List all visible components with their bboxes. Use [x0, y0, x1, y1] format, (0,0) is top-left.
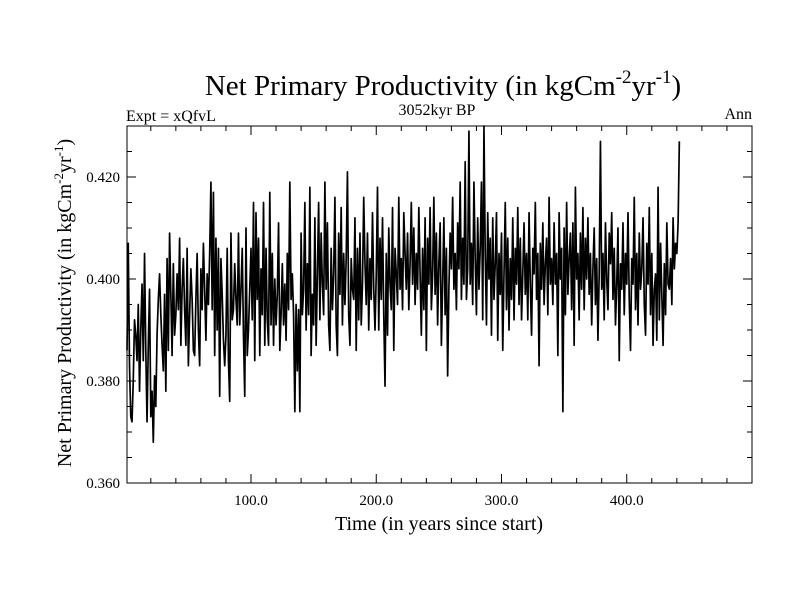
y-axis-label-sup2: -1	[51, 146, 66, 157]
x-tick-label: 100.0	[234, 493, 268, 509]
y-tick-label: 0.420	[86, 170, 120, 186]
chart-title-mid: yr	[631, 70, 656, 102]
y-tick-label: 0.360	[86, 476, 120, 492]
x-axis-ticks	[150, 126, 753, 483]
y-tick-label: 0.380	[86, 374, 120, 390]
x-tick-label: 400.0	[610, 493, 644, 509]
y-axis-tick-labels: 0.360 0.380 0.400 0.420	[86, 170, 120, 492]
y-tick-label: 0.400	[86, 272, 120, 288]
chart-title-main: Net Primary Productivity (in kgCm	[205, 70, 616, 102]
subtitle-left: Expt = xQfvL	[126, 108, 216, 125]
chart-title-sup1: -2	[616, 67, 632, 88]
y-axis-label-end: )	[54, 139, 76, 146]
y-axis-ticks	[127, 125, 752, 484]
y-axis-label-mid: yr	[54, 156, 76, 173]
x-tick-label: 200.0	[359, 493, 393, 509]
y-axis-label-main: Net Primary Productivity (in kgCm	[54, 183, 76, 467]
chart-title-sup2: -1	[656, 67, 672, 88]
chart-title: Net Primary Productivity (in kgCm-2yr-1)	[205, 67, 681, 102]
x-axis-label: Time (in years since start)	[335, 513, 543, 535]
series-line	[126, 125, 681, 444]
y-axis-label: Net Primary Productivity (in kgCm-2yr-1)	[51, 139, 76, 467]
x-axis-tick-labels: 100.0 200.0 300.0 400.0	[234, 493, 644, 509]
y-axis-label-sup1: -2	[51, 173, 66, 184]
chart-title-end: )	[671, 70, 681, 102]
subtitle-right: Ann	[724, 106, 752, 123]
subtitle-center: 3052kyr BP	[399, 102, 476, 119]
x-tick-label: 300.0	[485, 493, 519, 509]
series-layer	[126, 125, 681, 444]
